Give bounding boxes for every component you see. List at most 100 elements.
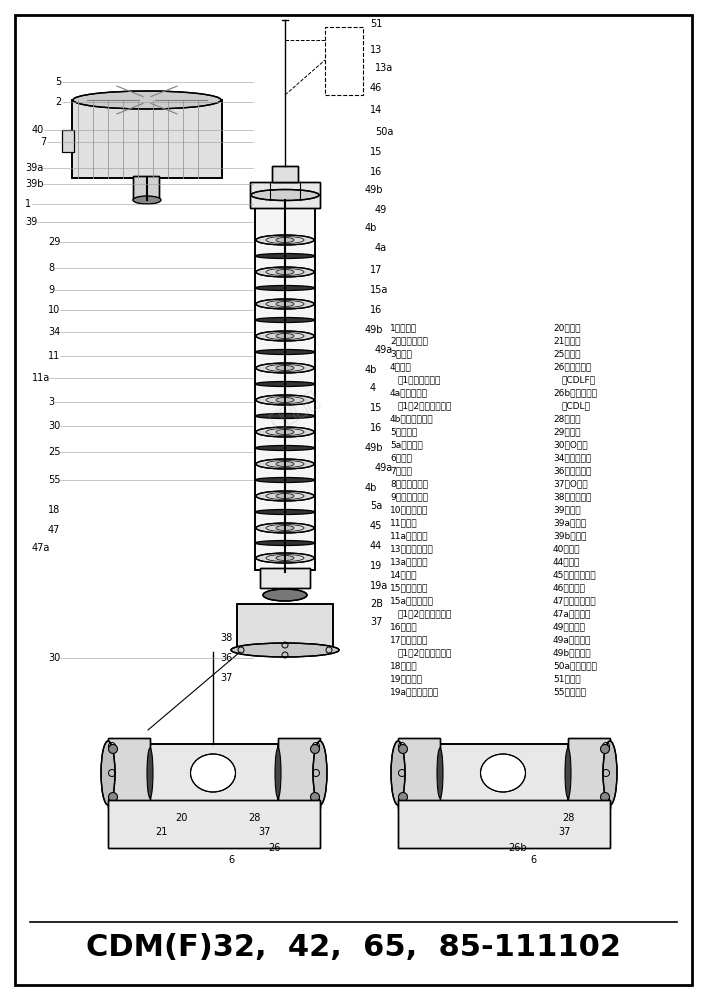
Text: 17、中间轴套: 17、中间轴套 (390, 636, 428, 645)
Text: 47a: 47a (32, 543, 50, 553)
Text: 7、支架: 7、支架 (390, 466, 412, 476)
Bar (278, 738, 320, 808)
Text: 38: 38 (220, 633, 233, 643)
Bar (62, 130, 74, 152)
Text: 28、螺堵: 28、螺堵 (553, 414, 580, 424)
Bar (398, 800, 610, 848)
Text: 19a: 19a (370, 581, 388, 591)
Text: 20、法兰: 20、法兰 (553, 324, 580, 332)
Ellipse shape (276, 302, 294, 306)
Text: 4b: 4b (365, 483, 378, 493)
Text: 49b: 49b (365, 185, 383, 195)
Text: 1、防护板: 1、防护板 (390, 324, 417, 332)
Text: 49a: 49a (375, 463, 393, 473)
Text: 16: 16 (370, 423, 382, 433)
Text: 25: 25 (48, 447, 61, 457)
Bar (62, 130, 74, 152)
Ellipse shape (255, 478, 315, 483)
Text: 50a、出水导叶: 50a、出水导叶 (553, 662, 597, 670)
Text: 47: 47 (48, 525, 60, 535)
Text: 5、联轴器: 5、联轴器 (390, 428, 417, 436)
Text: 16、锥套: 16、锥套 (390, 622, 418, 632)
Ellipse shape (256, 235, 314, 245)
Ellipse shape (190, 754, 235, 792)
Bar (568, 738, 610, 808)
Bar (72, 100, 222, 178)
Circle shape (310, 792, 320, 802)
Circle shape (399, 744, 407, 754)
Text: （CDLF）: （CDLF） (561, 375, 595, 384)
Ellipse shape (255, 381, 315, 386)
Text: 2B: 2B (370, 599, 383, 609)
Text: 49: 49 (375, 205, 387, 215)
Text: 25、拉杆: 25、拉杆 (553, 350, 580, 359)
Bar (398, 800, 610, 848)
Text: 39: 39 (25, 217, 37, 227)
Text: 40: 40 (32, 125, 45, 135)
Text: 17: 17 (370, 265, 382, 275)
Ellipse shape (276, 334, 294, 338)
Bar (438, 744, 568, 802)
Bar (260, 568, 310, 588)
Text: 9: 9 (48, 285, 54, 295)
Ellipse shape (231, 643, 339, 657)
Bar (108, 738, 150, 808)
Ellipse shape (313, 741, 327, 805)
Text: 26: 26 (268, 843, 281, 853)
Text: 39a: 39a (25, 163, 43, 173)
Text: 19a、内六角螺钉: 19a、内六角螺钉 (390, 688, 439, 696)
Text: CDM(F)32,  42,  65,  85-111102: CDM(F)32, 42, 65, 85-111102 (86, 934, 621, 962)
Ellipse shape (276, 430, 294, 434)
Text: 38、放气螺栓: 38、放气螺栓 (553, 492, 591, 502)
Ellipse shape (437, 748, 443, 798)
Ellipse shape (256, 523, 314, 533)
Text: 11: 11 (48, 351, 60, 361)
Ellipse shape (276, 462, 294, 466)
Text: 37: 37 (258, 827, 270, 837)
Ellipse shape (147, 748, 153, 798)
Text: 26b: 26b (508, 843, 527, 853)
Text: 37、O形圈: 37、O形圈 (553, 480, 588, 488)
Text: 4b: 4b (365, 223, 378, 233)
Bar (250, 182, 320, 208)
Ellipse shape (256, 299, 314, 309)
Ellipse shape (256, 427, 314, 437)
Bar (237, 604, 333, 652)
Text: 南方水泵: 南方水泵 (267, 388, 323, 432)
Bar (398, 738, 440, 808)
Bar (278, 738, 320, 808)
Text: 10、密封压盖: 10、密封压盖 (390, 506, 428, 514)
Text: 30: 30 (48, 653, 60, 663)
Text: 13、内六角螺钉: 13、内六角螺钉 (390, 544, 434, 554)
Text: 3: 3 (48, 397, 54, 407)
Bar (398, 738, 440, 808)
Text: 2: 2 (55, 97, 62, 107)
Text: 55: 55 (48, 475, 61, 485)
Text: 49b、口环套: 49b、口环套 (553, 648, 592, 658)
Text: 37: 37 (220, 673, 233, 683)
Bar (255, 200, 315, 570)
Ellipse shape (101, 741, 115, 805)
Ellipse shape (276, 493, 294, 498)
Ellipse shape (276, 365, 294, 370)
Text: 21、卡环: 21、卡环 (553, 336, 580, 346)
Text: 26、进出水段: 26、进出水段 (553, 362, 591, 371)
Text: 6: 6 (228, 855, 234, 865)
Circle shape (600, 744, 609, 754)
Text: 39、螺钉: 39、螺钉 (553, 506, 580, 514)
Ellipse shape (391, 741, 405, 805)
Bar (568, 738, 610, 808)
Text: 34、机械密封: 34、机械密封 (553, 454, 591, 462)
Text: 6: 6 (530, 855, 536, 865)
Circle shape (600, 792, 609, 802)
Text: 18: 18 (48, 505, 60, 515)
Text: 3、泵头: 3、泵头 (390, 350, 412, 359)
Text: 4、导叶: 4、导叶 (390, 362, 411, 371)
Text: 18、压盖: 18、压盖 (390, 662, 418, 670)
Ellipse shape (481, 754, 525, 792)
Text: 11、螺母: 11、螺母 (390, 518, 418, 528)
Text: 40、电机: 40、电机 (553, 544, 580, 554)
Text: 1: 1 (25, 199, 31, 209)
Ellipse shape (276, 397, 294, 402)
Bar (108, 800, 320, 848)
